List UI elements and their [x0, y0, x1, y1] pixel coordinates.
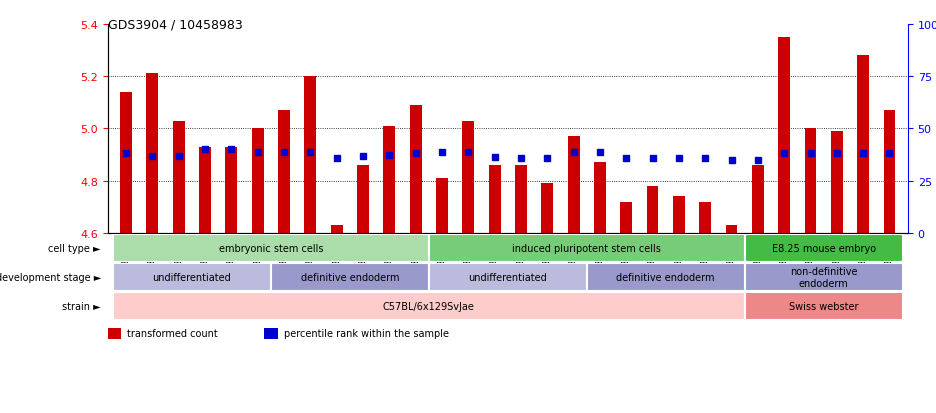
Bar — [647, 186, 659, 233]
Bar — [725, 225, 738, 233]
Bar — [226, 147, 238, 233]
Bar — [594, 163, 606, 233]
Bar — [621, 202, 632, 233]
Text: GDS3904 / 10458983: GDS3904 / 10458983 — [108, 19, 242, 31]
Text: cell type ►: cell type ► — [49, 243, 101, 253]
Bar — [120, 93, 132, 233]
Bar — [515, 166, 527, 233]
Bar — [108, 328, 121, 339]
Bar — [745, 234, 902, 262]
Bar — [278, 111, 290, 233]
Bar — [384, 126, 395, 233]
Text: induced pluripotent stem cells: induced pluripotent stem cells — [512, 243, 661, 253]
Bar — [429, 263, 587, 291]
Bar — [805, 129, 816, 233]
Text: undifferentiated: undifferentiated — [468, 272, 548, 282]
Bar — [436, 178, 448, 233]
Bar — [567, 137, 579, 233]
Text: transformed count: transformed count — [126, 328, 217, 339]
Bar — [745, 292, 902, 320]
Bar — [857, 56, 870, 233]
Text: undifferentiated: undifferentiated — [153, 272, 231, 282]
Text: definitive endoderm: definitive endoderm — [617, 272, 715, 282]
Bar — [304, 77, 316, 233]
Bar — [429, 234, 745, 262]
Bar — [778, 38, 790, 233]
Bar — [330, 225, 343, 233]
Bar — [587, 263, 745, 291]
Bar — [271, 263, 429, 291]
Bar — [173, 121, 184, 233]
Bar — [673, 197, 685, 233]
Text: definitive endoderm: definitive endoderm — [300, 272, 399, 282]
Bar — [541, 184, 553, 233]
Text: development stage ►: development stage ► — [0, 272, 101, 282]
Bar — [252, 129, 264, 233]
Text: percentile rank within the sample: percentile rank within the sample — [284, 328, 448, 339]
Bar — [462, 121, 475, 233]
Bar — [489, 166, 501, 233]
Text: strain ►: strain ► — [63, 301, 101, 311]
Bar — [831, 132, 842, 233]
Bar — [146, 74, 158, 233]
Bar — [410, 106, 421, 233]
Bar — [113, 292, 745, 320]
Text: Swiss webster: Swiss webster — [789, 301, 858, 311]
Bar — [745, 263, 902, 291]
Bar — [752, 166, 764, 233]
Text: embryonic stem cells: embryonic stem cells — [219, 243, 323, 253]
Bar — [113, 234, 429, 262]
Bar — [199, 147, 211, 233]
Text: E8.25 mouse embryo: E8.25 mouse embryo — [771, 243, 876, 253]
Bar — [265, 328, 278, 339]
Bar — [113, 263, 271, 291]
Bar — [884, 111, 896, 233]
Bar — [357, 166, 369, 233]
Text: C57BL/6x129SvJae: C57BL/6x129SvJae — [383, 301, 475, 311]
Bar — [699, 202, 711, 233]
Text: non-definitive
endoderm: non-definitive endoderm — [790, 266, 857, 288]
